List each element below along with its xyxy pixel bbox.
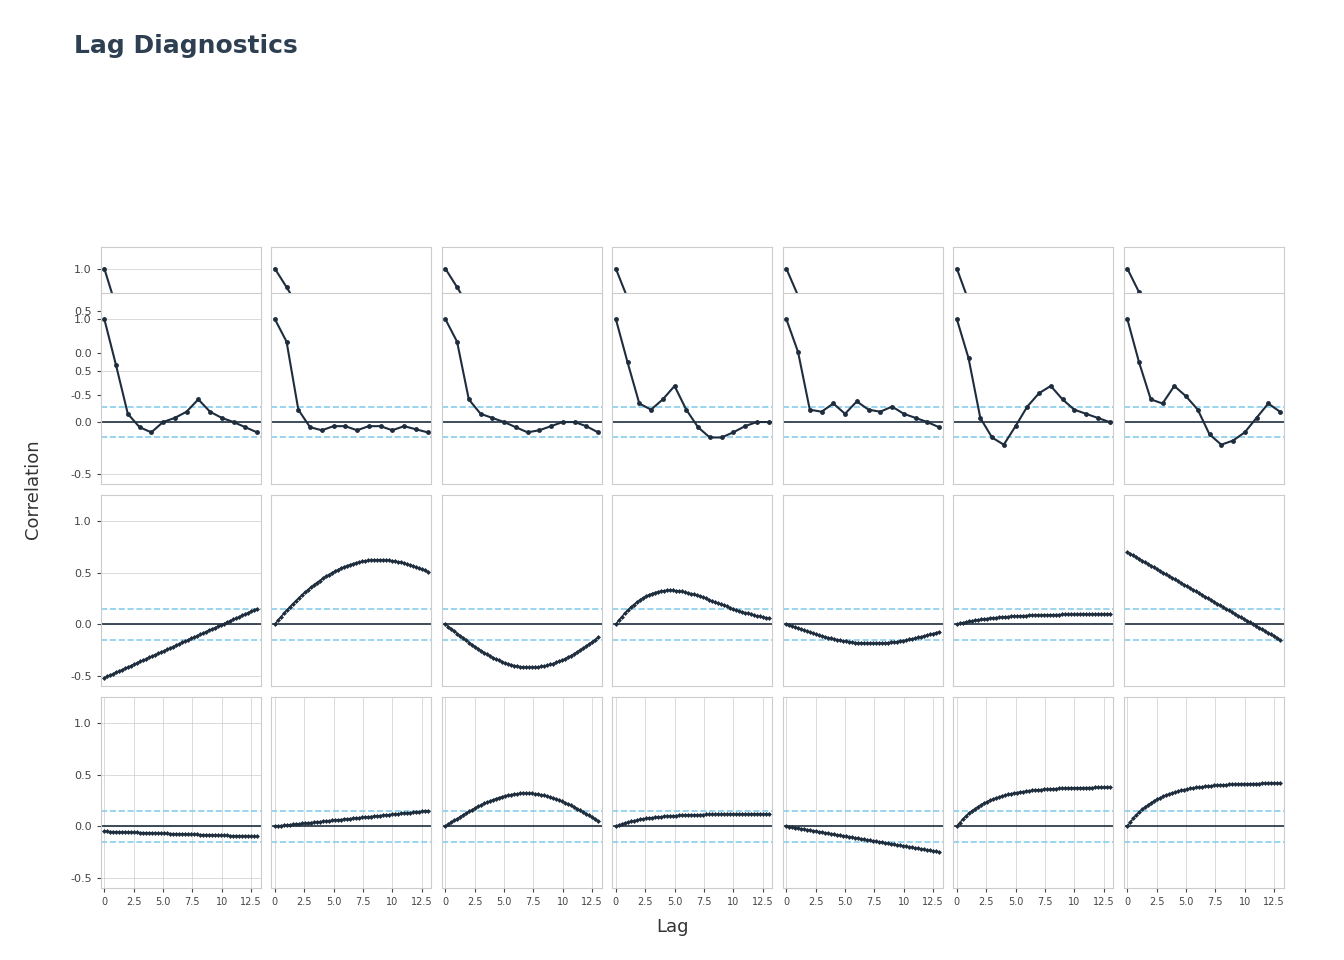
- Text: ACF: ACF: [1300, 173, 1313, 200]
- Text: Correlation: Correlation: [24, 440, 42, 540]
- Text: 1_95: 1_95: [1184, 101, 1223, 116]
- Text: PACF: PACF: [1300, 371, 1313, 406]
- Text: 1_13: 1_13: [672, 101, 712, 116]
- Text: 1_3: 1_3: [337, 101, 366, 116]
- Text: 1_38: 1_38: [843, 101, 883, 116]
- Text: Lag: Lag: [656, 918, 688, 936]
- Text: CCF Fuel Pric: CCF Fuel Pric: [1300, 747, 1313, 838]
- Text: CCF Temperatu: CCF Temperatu: [1300, 538, 1313, 644]
- Text: Lag Diagnostics: Lag Diagnostics: [74, 34, 297, 58]
- Text: 1_93: 1_93: [1013, 101, 1052, 116]
- Text: 1_8: 1_8: [507, 101, 536, 116]
- Text: 1_1: 1_1: [167, 101, 195, 116]
